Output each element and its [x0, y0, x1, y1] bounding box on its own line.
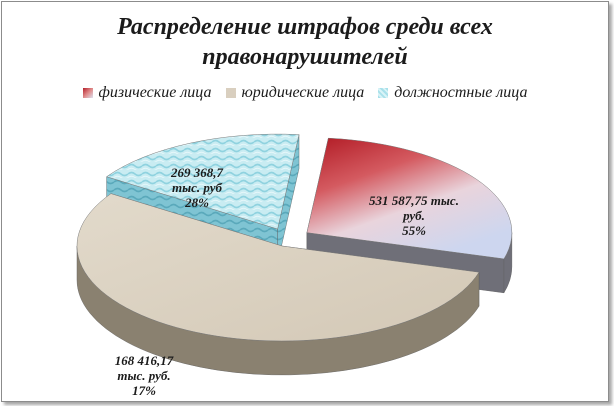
pie-chart: 269 368,7 тыс. руб 28% 531 587,75 тыс. руб. 5… — [76, 133, 513, 398]
chart-title-line-2: правонарушителей — [202, 44, 408, 70]
chart-legend: физические лица юридические лица должнос… — [2, 84, 608, 102]
chart-title: Распределение штрафов среди всех правона… — [2, 12, 608, 72]
legend-swatch-physical — [82, 88, 93, 98]
slice-legal-entities — [76, 193, 480, 376]
data-label-legal: 531 587,75 тыс. руб. 55% — [369, 193, 459, 238]
data-label-physical: 269 368,7 тыс. руб 28% — [170, 165, 224, 210]
legend-swatch-legal — [225, 88, 236, 98]
legend-item-physical: физические лица — [82, 84, 212, 102]
legend-label-physical: физические лица — [98, 84, 212, 101]
legend-item-legal: юридические лица — [225, 84, 365, 102]
legend-swatch-official — [378, 88, 389, 98]
chart-title-line-1: Распределение штрафов среди всех — [117, 14, 493, 40]
chart-area: Распределение штрафов среди всех правона… — [1, 1, 609, 402]
legend-label-official: должностные лица — [394, 84, 528, 101]
legend-item-official: должностные лица — [378, 84, 527, 102]
legend-label-legal: юридические лица — [241, 84, 365, 101]
data-label-official: 168 416,17 тыс. руб. 17% — [115, 353, 174, 398]
